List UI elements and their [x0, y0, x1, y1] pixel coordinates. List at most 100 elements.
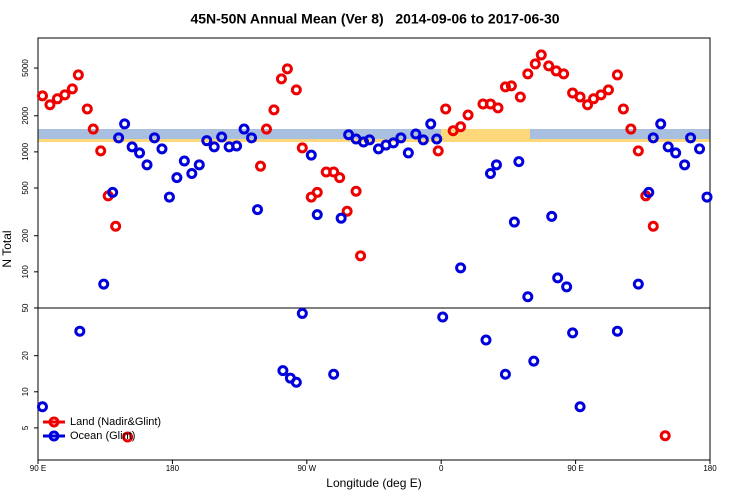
point	[107, 186, 119, 198]
point	[134, 147, 146, 159]
x-tick-label: 180	[703, 464, 717, 473]
point	[311, 186, 323, 198]
point	[602, 84, 614, 96]
point	[66, 83, 78, 95]
point	[632, 278, 644, 290]
y-tick-label: 10	[21, 387, 30, 396]
point	[432, 145, 444, 157]
point	[694, 143, 706, 155]
x-tick-label: 90 E	[30, 464, 46, 473]
point	[328, 166, 340, 178]
y-axis-label: N Total	[0, 230, 14, 267]
point	[492, 102, 504, 114]
point	[355, 250, 367, 262]
point	[574, 401, 586, 413]
y-tick-label: 50	[21, 303, 30, 312]
x-axis-label: Longitude (deg E)	[326, 476, 421, 490]
point	[582, 99, 594, 111]
point	[647, 132, 659, 144]
point	[98, 278, 110, 290]
point	[341, 205, 353, 217]
point	[119, 118, 131, 130]
point	[499, 368, 511, 380]
point	[387, 137, 399, 149]
legend-text: Land (Nadir&Glint)	[70, 416, 161, 428]
point	[670, 147, 682, 159]
point	[659, 430, 671, 442]
point	[364, 134, 376, 146]
point	[238, 123, 250, 135]
point	[647, 220, 659, 232]
point	[281, 63, 293, 75]
point	[455, 121, 467, 133]
x-tick-label: 90 E	[567, 464, 583, 473]
point	[632, 145, 644, 157]
point	[508, 216, 520, 228]
point	[611, 69, 623, 81]
point	[44, 99, 56, 111]
x-tick-label: 90 W	[297, 464, 316, 473]
point	[402, 147, 414, 159]
y-tick-label: 20	[21, 351, 30, 360]
y-tick-label: 100	[21, 265, 30, 279]
legend-text: Ocean (Glint)	[70, 430, 135, 442]
plot-frame	[37, 37, 711, 461]
y-tick-label: 5	[21, 425, 30, 430]
point	[611, 325, 623, 337]
point	[431, 133, 443, 145]
point	[335, 212, 347, 224]
x-tick-label: 180	[166, 464, 180, 473]
point	[455, 262, 467, 274]
point	[513, 156, 525, 168]
point	[122, 431, 134, 443]
point	[685, 132, 697, 144]
point	[514, 91, 526, 103]
point	[490, 159, 502, 171]
point	[655, 118, 667, 130]
point	[277, 365, 289, 377]
chart-title: 45N-50N Annual Mean (Ver 8) 2014-09-06 t…	[190, 11, 559, 27]
point	[296, 142, 308, 154]
point	[163, 191, 175, 203]
point	[290, 84, 302, 96]
point	[546, 210, 558, 222]
point	[350, 185, 362, 197]
point	[110, 220, 122, 232]
point	[59, 89, 71, 101]
point	[437, 311, 449, 323]
point	[410, 128, 422, 140]
point	[574, 91, 586, 103]
point	[529, 58, 541, 70]
point	[201, 135, 213, 147]
point	[522, 68, 534, 80]
point	[528, 355, 540, 367]
point	[171, 172, 183, 184]
point	[679, 159, 691, 171]
y-tick-label: 500	[21, 181, 30, 195]
point	[231, 140, 243, 152]
blue-band	[530, 129, 710, 139]
y-tick-label: 1000	[21, 142, 30, 160]
point	[440, 103, 452, 115]
point	[87, 123, 99, 135]
point	[558, 68, 570, 80]
point	[425, 118, 437, 130]
point	[193, 159, 205, 171]
point	[141, 159, 153, 171]
point	[395, 132, 407, 144]
y-tick-label: 2000	[21, 106, 30, 124]
point	[484, 168, 496, 180]
point	[81, 103, 93, 115]
point	[480, 334, 492, 346]
point	[499, 81, 511, 93]
point	[305, 149, 317, 161]
point	[595, 89, 607, 101]
point	[343, 129, 355, 141]
point	[561, 281, 573, 293]
legend-marker	[48, 416, 60, 428]
point	[208, 141, 220, 153]
point	[36, 90, 48, 102]
point	[260, 123, 272, 135]
point	[113, 132, 125, 144]
